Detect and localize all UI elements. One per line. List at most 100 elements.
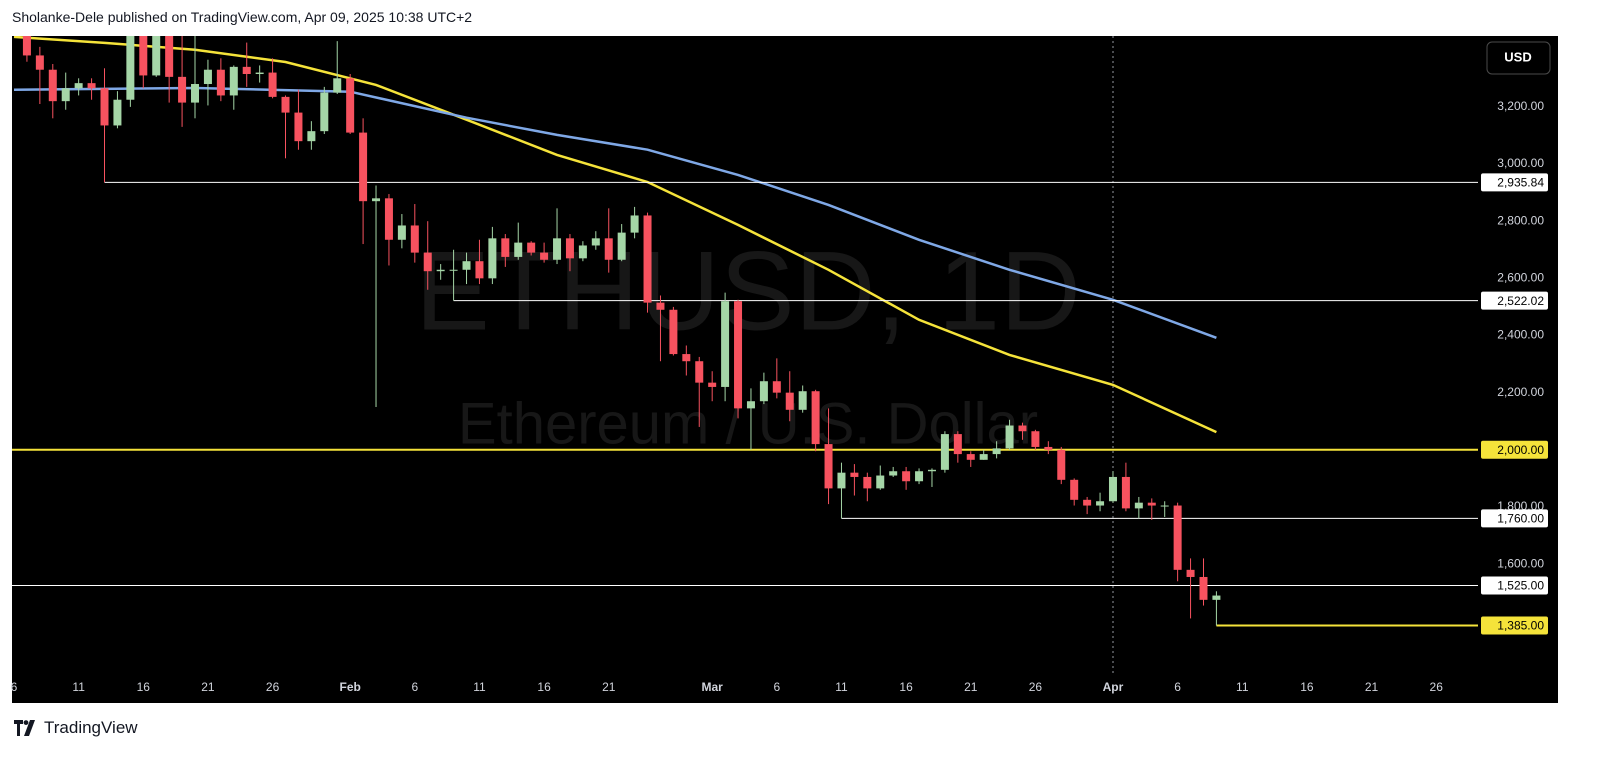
candle-body bbox=[811, 391, 820, 445]
y-tick-label: 2,200.00 bbox=[1497, 385, 1544, 399]
candle-body bbox=[850, 472, 859, 477]
candle-body bbox=[527, 242, 536, 253]
x-tick-label: 6 bbox=[411, 680, 418, 694]
candle-body bbox=[1121, 476, 1130, 509]
candle-body bbox=[475, 261, 484, 279]
candle-body bbox=[540, 252, 549, 260]
candle-body bbox=[281, 96, 290, 113]
candle-body bbox=[565, 238, 574, 259]
candle-body bbox=[372, 198, 381, 202]
candle-body bbox=[953, 434, 962, 455]
x-tick-label: 6 bbox=[773, 680, 780, 694]
candle-body bbox=[294, 112, 303, 142]
candle-body bbox=[1096, 501, 1105, 506]
candle-body bbox=[1018, 425, 1027, 432]
candle-body bbox=[1160, 505, 1169, 507]
candle-body bbox=[320, 92, 329, 132]
candle-body bbox=[1147, 502, 1156, 506]
candle-body bbox=[74, 83, 83, 89]
x-tick-label: 26 bbox=[266, 680, 280, 694]
candle-body bbox=[902, 471, 911, 482]
footer: TradingView bbox=[14, 718, 138, 738]
candle-body bbox=[1031, 431, 1040, 447]
level-label-box bbox=[1481, 576, 1548, 595]
y-tick-label: 2,400.00 bbox=[1497, 328, 1544, 342]
x-tick-label: 26 bbox=[1029, 680, 1043, 694]
candle-body bbox=[1070, 479, 1079, 500]
moving-average bbox=[13, 36, 1217, 434]
x-tick-label: Apr bbox=[1103, 680, 1124, 694]
candle-body bbox=[798, 391, 807, 410]
x-tick-label: 21 bbox=[964, 680, 978, 694]
candle-body bbox=[1044, 446, 1053, 450]
candle-body bbox=[863, 476, 872, 489]
candle-body bbox=[940, 434, 949, 470]
x-tick-label: Feb bbox=[339, 680, 360, 694]
candle-body bbox=[61, 88, 70, 102]
x-tick-label: 16 bbox=[537, 680, 551, 694]
brand-logo bbox=[14, 720, 35, 736]
candle-body bbox=[643, 215, 652, 303]
x-tick-label: 6 bbox=[11, 680, 18, 694]
candle-body bbox=[100, 88, 109, 126]
x-tick-label: 16 bbox=[1300, 680, 1314, 694]
level-label-box bbox=[1481, 509, 1548, 528]
y-tick-label: 3,000.00 bbox=[1497, 156, 1544, 170]
chart-background bbox=[12, 36, 1558, 703]
candle-body bbox=[165, 36, 174, 77]
candle-body bbox=[488, 238, 497, 279]
candle-body bbox=[333, 78, 342, 93]
y-tick-label: 2,600.00 bbox=[1497, 271, 1544, 285]
candle-body bbox=[1186, 569, 1195, 577]
level-label-box bbox=[1481, 616, 1548, 635]
watermark-symbol: ETHUSD, 1D bbox=[415, 229, 1081, 354]
candle-body bbox=[708, 382, 717, 387]
y-tick-label: 2,000.00 bbox=[1497, 442, 1544, 456]
x-tick-label: 11 bbox=[473, 680, 486, 694]
level-label: 2,935.84 bbox=[1497, 176, 1544, 190]
y-tick-label: 2,800.00 bbox=[1497, 213, 1544, 227]
watermark-name: Ethereum / U.S. Dollar bbox=[458, 391, 1038, 456]
candle-body bbox=[1199, 576, 1208, 600]
candle-body bbox=[772, 381, 781, 393]
y-tick-label: 1,800.00 bbox=[1497, 499, 1544, 513]
candle-body bbox=[837, 472, 846, 489]
currency-button[interactable] bbox=[1486, 41, 1551, 75]
candle-body bbox=[1212, 595, 1221, 600]
x-tick-label: 6 bbox=[1174, 680, 1181, 694]
level-label: 2,000.00 bbox=[1497, 443, 1544, 457]
level-label: 2,522.02 bbox=[1497, 294, 1544, 308]
candle-body bbox=[721, 301, 730, 387]
candle-body bbox=[242, 66, 251, 75]
level-label: 1,760.00 bbox=[1497, 512, 1544, 526]
level-label-box bbox=[1481, 291, 1548, 310]
candle-body bbox=[759, 381, 768, 402]
candle-body bbox=[695, 361, 704, 383]
brand-name: TradingView bbox=[44, 718, 138, 737]
plot-area bbox=[12, 36, 1478, 627]
candle-body bbox=[682, 354, 691, 362]
candle-body bbox=[35, 55, 44, 70]
candle-body bbox=[1173, 505, 1182, 570]
currency-label: USD bbox=[1504, 49, 1531, 64]
candle-body bbox=[553, 238, 562, 260]
candle-body bbox=[410, 225, 419, 253]
candle-body bbox=[630, 215, 639, 233]
x-tick-label: 26 bbox=[1430, 680, 1444, 694]
x-tick-label: 16 bbox=[137, 680, 151, 694]
candle-body bbox=[152, 36, 161, 76]
candle-body bbox=[113, 99, 122, 126]
candle-body bbox=[656, 302, 665, 310]
candle-body bbox=[216, 69, 225, 96]
level-label: 1,525.00 bbox=[1497, 579, 1544, 593]
candle-body bbox=[255, 72, 264, 75]
candle-body bbox=[876, 475, 885, 489]
candle-body bbox=[139, 36, 148, 76]
candle-body bbox=[746, 401, 755, 409]
moving-average bbox=[13, 86, 1217, 339]
candle-body bbox=[889, 471, 898, 476]
candle-body bbox=[1005, 425, 1014, 449]
candle-body bbox=[229, 66, 238, 96]
x-tick-label: 21 bbox=[1365, 680, 1379, 694]
